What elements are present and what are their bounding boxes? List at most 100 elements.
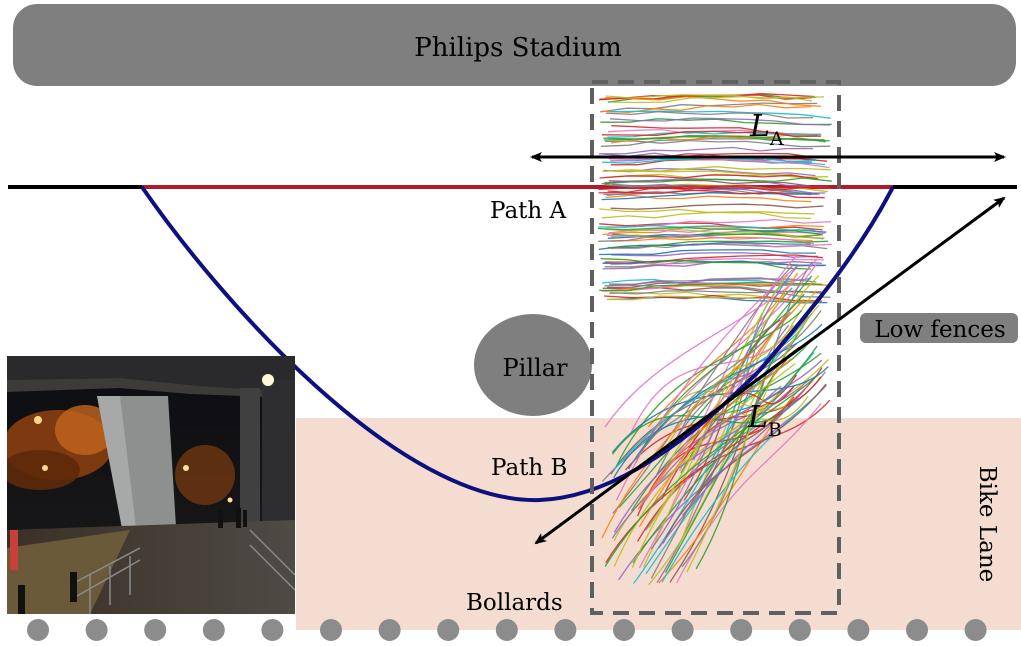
photo-person-2 [236,508,241,528]
trajectory-line [600,258,812,270]
photo-lamp-4 [183,465,189,471]
trajectory-line [606,295,819,303]
trajectory-line [605,139,831,148]
bollard [27,619,49,641]
trajectory-line [603,135,830,142]
photo-overhang [7,356,295,392]
trajectory-line [598,146,814,155]
bollard [906,619,928,641]
trajectory-line [608,283,822,293]
arrow-la-label: LA [749,109,784,150]
path-b-label: Path B [491,455,567,481]
photo-bollard-1 [18,585,25,614]
trajectory-line [605,194,812,203]
trajectory-line [598,224,816,231]
photo-fence [69,529,295,614]
bollard [788,619,811,641]
stadium-label: Philips Stadium [414,33,622,63]
photo-person-3 [243,510,247,527]
bollard [261,619,284,641]
photo-tree-right [175,445,235,505]
trajectory-line [610,257,824,266]
bollard [847,619,870,641]
trajectory-line [604,374,819,567]
stadium-block [13,4,1016,86]
photo-person-1 [218,510,223,528]
bollard [495,619,518,641]
photo-tree-highlight [55,405,115,455]
trajectory-line [629,311,791,467]
trajectory-line [613,359,823,533]
trajectory-line [631,392,781,568]
pillar-shape [474,314,592,416]
trajectory-line [661,395,817,583]
trajectory-line [610,242,832,250]
path-b-curve [140,185,895,503]
trajectory-line [599,222,823,231]
trajectory-line [598,184,830,194]
bollard [378,619,401,641]
trajectory-line [611,385,795,539]
trajectory-line [610,110,831,119]
trajectory-line [657,389,805,549]
trajectory-line [607,189,825,199]
night-photo-inset [7,356,295,614]
trajectory-line [662,383,827,544]
arrow-lb-subscript: B [768,419,782,441]
trajectory-line [603,188,826,196]
bollard [202,619,225,641]
trajectory-line [609,117,831,126]
trajectory-line [599,281,823,292]
trajectory-line [598,226,822,236]
bollard [554,619,577,641]
pillar-label: Pillar [503,354,568,382]
trajectory-line [693,396,795,500]
trajectory-line [612,170,817,181]
low-fences-box [860,313,1018,343]
photo-pillar-lit [97,396,140,560]
trajectory-line [608,156,830,169]
photo-beam [7,378,295,398]
trajectory-line [605,111,814,119]
low-fences-label: Low fences [874,317,1005,343]
photo-building [240,388,260,528]
bollard [437,619,460,641]
photo-lamp-5 [227,497,233,503]
bollard [671,619,694,641]
trajectory-line [602,166,832,173]
trajectory-line [650,385,782,579]
trajectory-line [658,385,804,584]
trajectory-line [686,304,820,573]
trajectory-line [615,265,798,501]
trajectory-line [637,358,792,510]
trajectory-line [613,362,796,567]
photo-tree-shadow [7,450,80,490]
photo-bollard-2 [70,572,77,602]
bollard [964,619,987,641]
trajectory-line [603,294,823,302]
trajectory-line [604,227,825,239]
bollards-label: Bollards [466,590,563,616]
bike-lane-label: Bike Lane [974,466,1000,583]
trajectory-line [598,241,811,250]
bollard [320,619,342,641]
photo-road-glow [7,530,130,614]
trajectory-line [601,177,832,185]
trajectory-line [610,203,824,210]
trajectory-line [648,293,787,528]
bollard [730,619,753,641]
trajectory-line [665,324,795,449]
trajectory-line [605,96,821,107]
bollard [85,619,108,641]
photo-lamp-2 [34,416,42,424]
trajectory-line [598,249,817,256]
trajectory-line [606,234,815,245]
trajectory-line [599,174,819,180]
photo-lamp-3 [42,465,48,471]
trajectory-lines [598,92,832,586]
arrow-la-symbol: L [749,109,770,144]
trajectory-line [627,323,823,470]
arrow-lb-label: LB [747,400,782,441]
